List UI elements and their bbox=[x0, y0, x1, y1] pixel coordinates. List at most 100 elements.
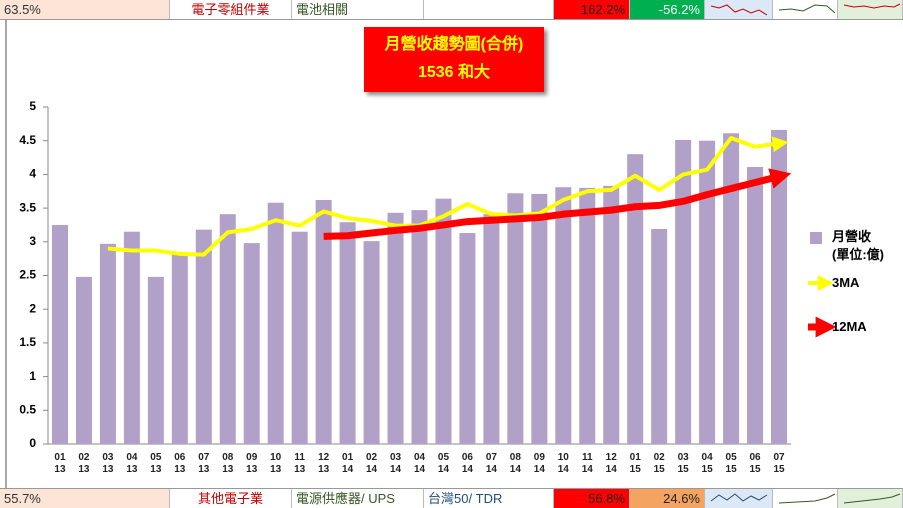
bar bbox=[483, 214, 500, 444]
cell[interactable]: 台灣50/ TDR bbox=[424, 489, 554, 508]
x-tick-label: 03 15 bbox=[677, 452, 689, 475]
x-tick-label: 11 14 bbox=[581, 452, 593, 475]
x-tick-label: 04 13 bbox=[126, 452, 138, 475]
bar bbox=[291, 231, 308, 444]
cell[interactable]: 電子零組件業 bbox=[170, 0, 292, 19]
cell[interactable]: 162.2% bbox=[554, 0, 630, 19]
bar bbox=[531, 193, 548, 444]
x-tick-label: 07 14 bbox=[485, 452, 497, 475]
x-tick-label: 08 13 bbox=[222, 452, 234, 475]
legend-swatch bbox=[810, 232, 822, 244]
bar bbox=[627, 154, 644, 444]
top-row: 63.5% 電子零組件業 電池相關 162.2% -56.2% bbox=[0, 0, 903, 20]
bar bbox=[771, 129, 788, 444]
y-tick-label: 2.5 bbox=[19, 268, 36, 282]
sparkline-cell[interactable] bbox=[838, 489, 903, 508]
bar bbox=[51, 224, 68, 444]
bar bbox=[435, 198, 452, 444]
legend-label: 12MA bbox=[832, 319, 867, 334]
sparkline bbox=[710, 493, 768, 502]
x-tick-label: 06 15 bbox=[749, 452, 761, 475]
cell[interactable]: 56.8% bbox=[554, 489, 630, 508]
x-tick-label: 07 13 bbox=[198, 452, 210, 475]
x-tick-label: 01 15 bbox=[629, 452, 641, 475]
cell[interactable]: 24.6% bbox=[630, 489, 705, 508]
sparkline-cell[interactable] bbox=[705, 0, 773, 19]
bar bbox=[363, 241, 380, 444]
x-tick-label: 03 14 bbox=[389, 452, 402, 475]
x-tick-label: 10 14 bbox=[557, 452, 569, 475]
bar bbox=[723, 133, 740, 444]
bar bbox=[267, 202, 284, 444]
chart-subtitle: 1536 和大 bbox=[417, 64, 491, 81]
sparkline-cell[interactable] bbox=[705, 489, 773, 508]
bar bbox=[579, 187, 596, 444]
sparkline bbox=[710, 4, 768, 16]
x-tick-label: 10 13 bbox=[270, 452, 282, 475]
legend-label: 3MA bbox=[832, 275, 860, 290]
x-tick-label: 02 13 bbox=[78, 452, 90, 475]
bar bbox=[315, 200, 332, 444]
y-tick-label: 1 bbox=[29, 369, 36, 383]
bar bbox=[411, 210, 428, 444]
sparkline bbox=[778, 493, 836, 504]
cell[interactable]: 63.5% bbox=[0, 0, 170, 19]
cell[interactable]: 電源供應器/ UPS bbox=[292, 489, 424, 508]
x-tick-label: 03 13 bbox=[102, 452, 114, 475]
cell[interactable]: 電池相關 bbox=[292, 0, 424, 19]
x-tick-label: 02 15 bbox=[653, 452, 665, 475]
chart-title-box: 月營收趨勢圖(合併) 1536 和大 bbox=[364, 27, 544, 92]
x-tick-label: 09 13 bbox=[246, 452, 258, 475]
sparkline bbox=[843, 493, 901, 504]
cell[interactable]: 55.7% bbox=[0, 489, 170, 508]
x-tick-label: 04 14 bbox=[413, 452, 426, 475]
chart-title: 月營收趨勢圖(合併) bbox=[384, 36, 524, 53]
bar bbox=[699, 140, 716, 444]
y-tick-label: 3 bbox=[29, 234, 36, 248]
bar bbox=[675, 140, 692, 444]
x-tick-label: 12 14 bbox=[605, 452, 617, 475]
bar bbox=[75, 276, 92, 444]
bar bbox=[387, 212, 404, 444]
x-tick-label: 05 14 bbox=[437, 452, 450, 475]
cell[interactable]: -56.2% bbox=[630, 0, 705, 19]
y-tick-label: 2 bbox=[29, 301, 36, 315]
bar bbox=[747, 166, 764, 444]
x-tick-label: 04 15 bbox=[701, 452, 713, 475]
y-tick-label: 3.5 bbox=[19, 200, 36, 214]
x-tick-label: 05 15 bbox=[725, 452, 737, 475]
y-tick-label: 0.5 bbox=[19, 402, 36, 416]
y-tick-label: 4.5 bbox=[19, 133, 36, 147]
bar bbox=[555, 187, 572, 444]
cell[interactable]: 其他電子業 bbox=[170, 489, 292, 508]
bar bbox=[195, 229, 212, 444]
bar bbox=[219, 214, 236, 444]
x-tick-label: 01 14 bbox=[342, 452, 354, 475]
sparkline bbox=[778, 4, 836, 14]
bar bbox=[243, 243, 260, 444]
x-tick-label: 05 13 bbox=[150, 452, 162, 475]
bar bbox=[651, 228, 668, 444]
x-tick-label: 08 14 bbox=[509, 452, 521, 475]
legend-label: 月營收 (單位:億) bbox=[832, 229, 884, 262]
sparkline-cell[interactable] bbox=[773, 0, 838, 19]
x-tick-label: 09 14 bbox=[533, 452, 545, 475]
x-tick-label: 06 14 bbox=[461, 452, 473, 475]
bar bbox=[507, 193, 524, 444]
sparkline-cell[interactable] bbox=[773, 489, 838, 508]
x-tick-label: 07 15 bbox=[773, 452, 785, 475]
bar bbox=[147, 276, 164, 444]
bar bbox=[171, 253, 188, 444]
cell[interactable] bbox=[424, 0, 554, 19]
line bbox=[323, 168, 792, 240]
x-tick-label: 11 13 bbox=[294, 452, 306, 475]
y-tick-label: 5 bbox=[29, 99, 36, 113]
y-tick-label: 1.5 bbox=[19, 335, 36, 349]
y-tick-label: 4 bbox=[29, 167, 36, 181]
bar bbox=[603, 185, 620, 444]
bar bbox=[123, 231, 140, 444]
sparkline bbox=[843, 3, 901, 9]
x-tick-label: 02 14 bbox=[366, 452, 378, 475]
